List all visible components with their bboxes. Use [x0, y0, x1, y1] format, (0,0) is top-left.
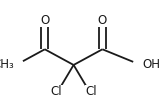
Text: Cl: Cl [50, 85, 62, 98]
Text: OH: OH [142, 58, 160, 71]
Text: O: O [40, 14, 49, 27]
Text: CH₃: CH₃ [0, 58, 14, 71]
Text: Cl: Cl [85, 85, 97, 98]
Text: O: O [98, 14, 107, 27]
